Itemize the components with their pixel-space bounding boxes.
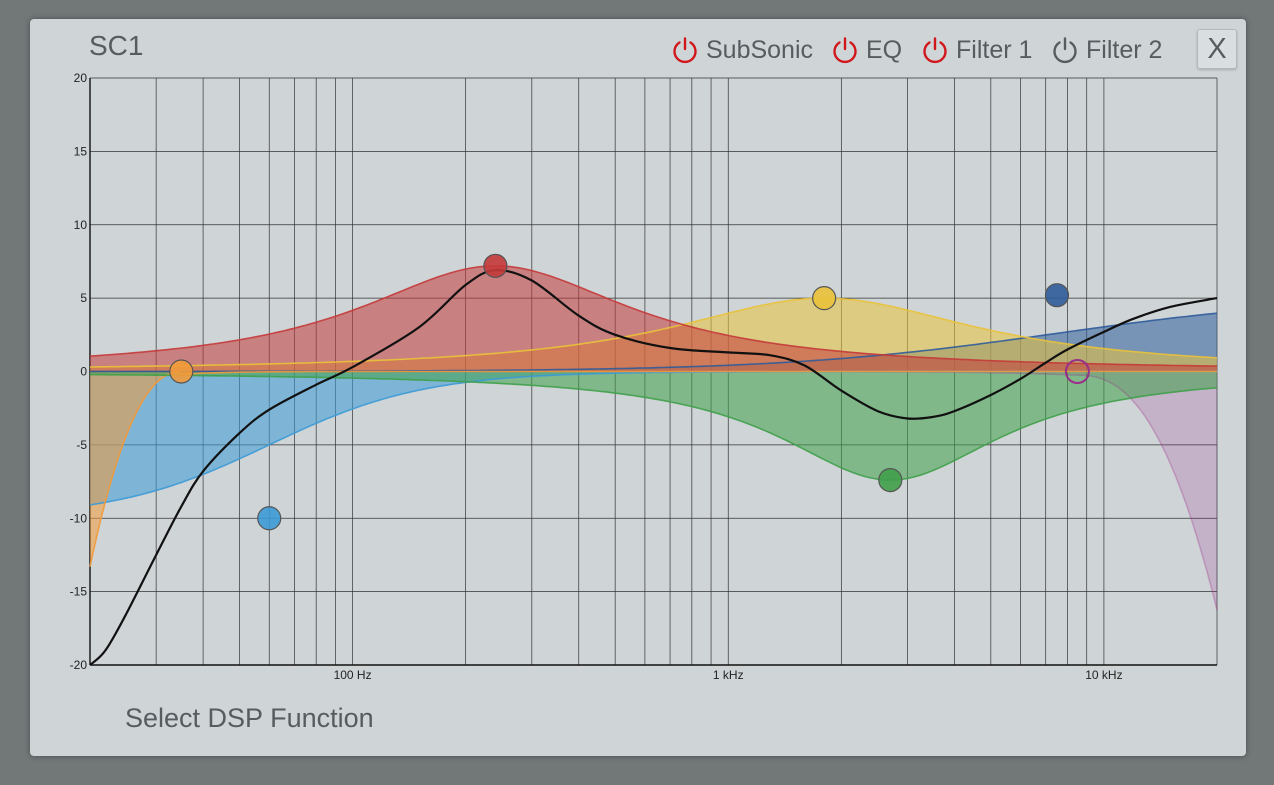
band-fill: [90, 371, 1217, 505]
toggle-subsonic[interactable]: SubSonic: [670, 35, 813, 65]
band-handle[interactable]: [812, 286, 837, 311]
x-tick-label: 10 kHz: [1085, 668, 1122, 682]
close-button[interactable]: X: [1197, 29, 1237, 69]
band-handle[interactable]: [169, 359, 194, 384]
band-handle[interactable]: [1044, 283, 1070, 308]
y-tick-label: 15: [74, 144, 88, 158]
y-tick-label: 0: [80, 365, 87, 379]
power-icon: [673, 37, 697, 64]
power-icon: [833, 37, 857, 64]
x-tick-label: 1 kHz: [713, 668, 744, 682]
y-tick-label: 5: [80, 291, 87, 305]
y-tick-label: -5: [76, 438, 87, 452]
power-icon: [923, 37, 947, 64]
toggle-filter-1[interactable]: Filter 1: [920, 35, 1032, 65]
x-tick-label: 100 Hz: [334, 668, 372, 682]
y-tick-label: 10: [74, 218, 88, 232]
window-title: SC1: [89, 30, 144, 61]
y-tick-label: -20: [70, 658, 88, 672]
y-tick-label: -10: [70, 511, 88, 525]
toggle-subsonic-label: SubSonic: [706, 35, 814, 64]
response-curve: [89, 269, 1218, 666]
toggle-eq[interactable]: EQ: [830, 35, 902, 65]
band-fill: [90, 265, 1217, 372]
y-tick-label: 20: [74, 71, 88, 85]
band-handle[interactable]: [257, 506, 282, 531]
band-curve: [89, 370, 1217, 567]
band-curve: [90, 373, 1218, 481]
y-tick-label: -15: [70, 585, 88, 599]
toggle-filter-1-label: Filter 1: [956, 35, 1033, 64]
band-fill: [90, 371, 1217, 481]
band-handle[interactable]: [878, 467, 903, 493]
band-curve: [89, 297, 1218, 368]
power-icon: [1053, 37, 1077, 64]
toggle-filter-2[interactable]: Filter 2: [1050, 35, 1162, 65]
band-handle[interactable]: [483, 253, 508, 278]
band-handle[interactable]: [1064, 359, 1090, 384]
toggle-filter-2-label: Filter 2: [1086, 35, 1163, 64]
band-curve: [89, 264, 1218, 367]
select-dsp-function-label[interactable]: Select DSP Function: [125, 703, 374, 733]
toggle-eq-label: EQ: [866, 35, 903, 64]
